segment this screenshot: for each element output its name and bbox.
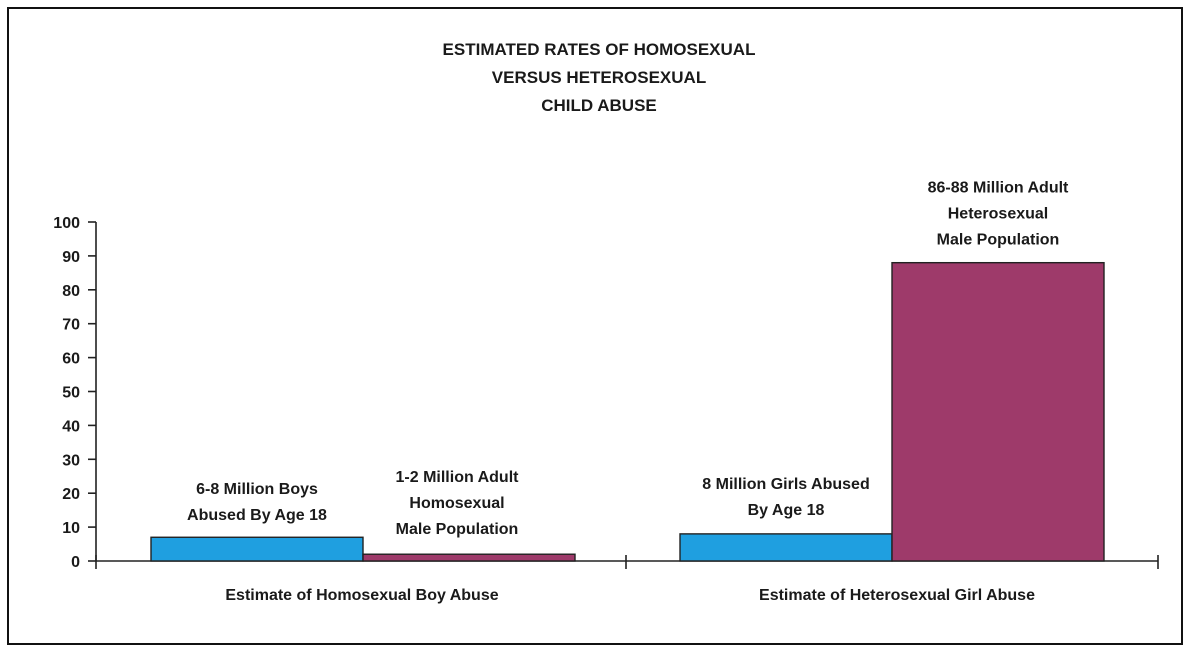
- x-category-label: Estimate of Homosexual Boy Abuse: [225, 587, 498, 604]
- y-tick-label: 40: [62, 418, 80, 435]
- bar-data-label: By Age 18: [748, 502, 825, 519]
- bar-data-label: 6-8 Million Boys: [196, 481, 318, 498]
- y-tick-label: 90: [62, 249, 80, 266]
- x-category-label: Estimate of Heterosexual Girl Abuse: [759, 587, 1035, 604]
- y-tick-label: 20: [62, 486, 80, 503]
- bar: [679, 533, 893, 562]
- bar-data-label: Male Population: [937, 232, 1060, 249]
- bar-data-label: Homosexual: [409, 495, 504, 512]
- chart-data-labels: 6-8 Million Boys Abused By Age 18 1-2 Mill…: [187, 180, 1069, 538]
- bar: [362, 553, 576, 562]
- chart-title-line: VERSUS HETEROSEXUAL: [492, 68, 706, 87]
- bar-data-label: Abused By Age 18: [187, 507, 327, 524]
- chart-bars: [150, 261, 1105, 562]
- y-tick-label: 70: [62, 317, 80, 334]
- y-tick-label: 100: [53, 215, 80, 232]
- y-tick-label: 80: [62, 283, 80, 300]
- bar-data-label: 86-88 Million Adult: [928, 180, 1069, 197]
- chart-title-line: CHILD ABUSE: [541, 96, 657, 115]
- y-tick-label: 50: [62, 385, 80, 402]
- bar-data-label: Male Population: [396, 521, 519, 538]
- chart-title-line: ESTIMATED RATES OF HOMOSEXUAL: [443, 40, 756, 59]
- y-tick-label: 60: [62, 351, 80, 368]
- bar-data-label: 8 Million Girls Abused: [702, 476, 869, 493]
- y-tick-label: 10: [62, 520, 80, 537]
- bar: [150, 536, 364, 562]
- chart-title: ESTIMATED RATES OF HOMOSEXUAL VERSUS HETE…: [443, 40, 756, 115]
- bar: [891, 261, 1105, 562]
- y-tick-label: 0: [71, 554, 80, 571]
- bar-data-label: Heterosexual: [948, 206, 1049, 223]
- y-tick-label: 30: [62, 452, 80, 469]
- bar-data-label: 1-2 Million Adult: [396, 469, 520, 486]
